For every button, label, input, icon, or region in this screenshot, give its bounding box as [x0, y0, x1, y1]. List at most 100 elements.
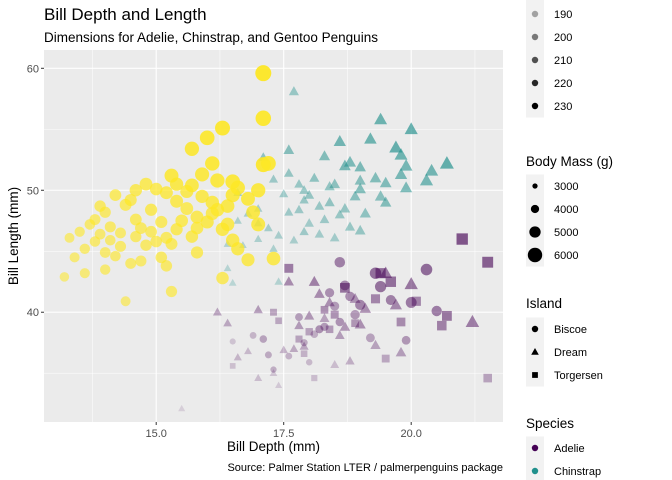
data-point — [195, 167, 210, 182]
series-gentoo — [59, 65, 281, 307]
legend-label: Biscoe — [554, 324, 587, 336]
data-point — [456, 233, 468, 245]
data-point — [394, 167, 408, 179]
data-point — [140, 239, 152, 251]
data-point — [190, 246, 204, 259]
data-point — [295, 335, 303, 343]
data-point — [275, 317, 282, 325]
data-point — [330, 310, 339, 319]
x-axis-title: Bill Depth (mm) — [227, 439, 320, 454]
data-point — [334, 256, 346, 268]
data-point — [364, 132, 377, 144]
data-point — [349, 293, 361, 303]
y-tick-label: 50 — [27, 185, 39, 197]
data-point — [229, 363, 236, 369]
data-point — [268, 174, 279, 183]
legend-label: 5000 — [554, 227, 578, 239]
legend-title: Island — [526, 296, 562, 311]
data-point — [228, 278, 237, 286]
data-point — [230, 180, 245, 195]
data-point — [155, 215, 168, 229]
series-adelie — [178, 233, 494, 412]
data-point — [264, 351, 272, 359]
data-point — [314, 229, 325, 238]
legend-alpha-symbol — [531, 79, 539, 87]
legend-label: Dream — [554, 347, 587, 359]
data-point — [115, 227, 126, 239]
data-point — [283, 168, 294, 177]
legend-key — [526, 0, 544, 3]
data-point — [385, 295, 396, 306]
data-point — [295, 313, 303, 322]
data-point — [169, 177, 184, 191]
data-point — [145, 225, 157, 238]
data-point — [259, 335, 268, 343]
data-point — [304, 310, 315, 320]
data-point — [255, 65, 272, 82]
data-point — [329, 178, 341, 189]
data-point — [100, 264, 111, 275]
data-point — [109, 189, 122, 202]
data-point — [399, 159, 413, 171]
data-point — [184, 141, 200, 156]
data-point — [309, 172, 320, 182]
data-point — [308, 275, 320, 286]
data-point — [253, 304, 263, 314]
data-point — [274, 230, 283, 239]
data-point — [339, 203, 351, 213]
data-point — [241, 253, 255, 267]
legend-shape-symbol — [531, 325, 539, 333]
data-point — [254, 234, 263, 243]
data-point — [299, 341, 309, 350]
data-point — [304, 218, 314, 227]
data-point — [401, 335, 411, 345]
data-point — [285, 352, 293, 360]
data-point — [396, 317, 406, 327]
data-point — [289, 235, 299, 244]
data-point — [119, 198, 132, 211]
data-point — [465, 314, 480, 327]
data-point — [431, 305, 442, 317]
data-point — [299, 226, 309, 236]
data-point — [170, 194, 184, 208]
data-point — [389, 298, 402, 310]
data-point — [266, 251, 281, 266]
data-point — [380, 196, 392, 207]
data-point — [294, 204, 304, 214]
data-point — [246, 205, 260, 220]
data-point — [437, 320, 447, 331]
data-point — [345, 291, 355, 302]
data-point — [251, 217, 266, 232]
data-point — [300, 339, 308, 347]
data-point — [319, 214, 330, 224]
data-point — [130, 230, 142, 243]
axis-ticks: 15.0 17.5 20.0 40 50 60 — [27, 63, 422, 440]
data-point — [244, 347, 252, 355]
data-point — [205, 156, 220, 171]
data-point — [216, 271, 229, 285]
data-point — [129, 184, 143, 197]
y-tick-label: 40 — [27, 307, 39, 319]
data-point — [59, 272, 70, 282]
data-point — [269, 369, 278, 377]
data-point — [339, 321, 351, 331]
data-point — [283, 276, 294, 286]
data-point — [160, 260, 173, 272]
legend-label: Adelie — [554, 443, 585, 455]
data-point — [241, 191, 255, 206]
data-point — [359, 207, 371, 218]
data-point — [305, 328, 313, 336]
legend-label: 220 — [554, 78, 572, 90]
data-point — [254, 373, 263, 382]
data-point — [175, 214, 189, 228]
legend-title: Body Mass (g) — [526, 154, 613, 169]
data-point — [324, 197, 335, 207]
data-point — [104, 221, 116, 233]
data-point — [155, 251, 168, 264]
legend-label: 3000 — [554, 181, 578, 193]
data-point — [223, 264, 232, 272]
data-point — [314, 288, 325, 298]
data-point — [299, 185, 309, 194]
data-point — [425, 163, 439, 176]
